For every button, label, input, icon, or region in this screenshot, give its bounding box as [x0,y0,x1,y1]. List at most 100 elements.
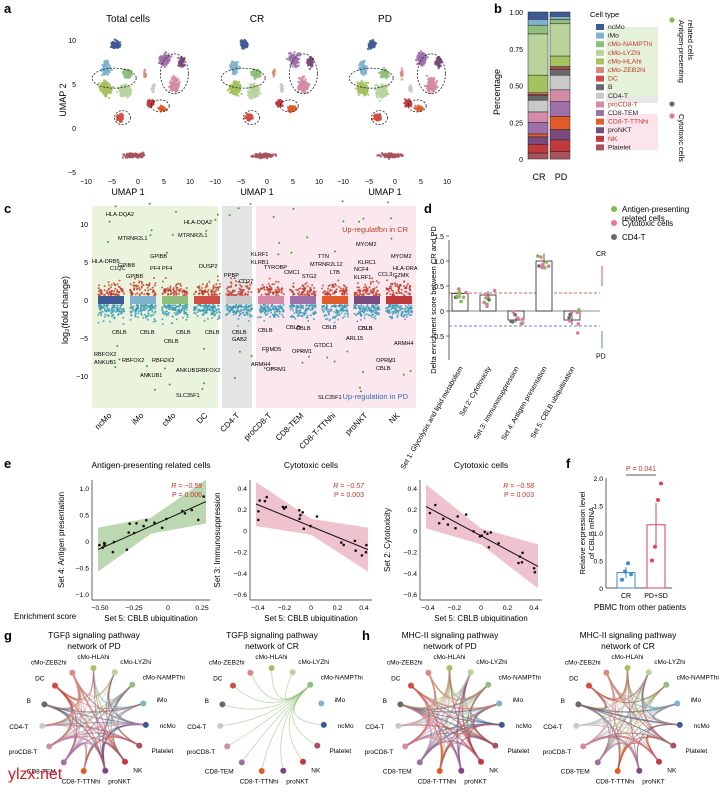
stack-ytick-label: 1.00 [509,10,523,17]
umap-cell-dot [250,115,254,119]
volcano-up-dot [280,291,283,294]
volcano-down-dot [239,305,242,308]
volcano-up-dot [207,293,210,295]
umap-cell-dot [309,57,312,61]
volcano-up-dot [114,283,117,286]
volcano-up-dot [233,289,236,292]
legend-label: Platelet [608,144,631,151]
volcano-down-dot [150,303,153,306]
legend-label: ncMo [608,24,625,31]
stack-segment [549,74,571,91]
umap-cell-dot [384,91,387,94]
stack-segment [527,99,549,113]
stack-segment [527,74,549,94]
umap-cell-dot [376,96,379,99]
umap-cell-dot [417,104,420,107]
volcano-up-dot [110,286,112,289]
volcano-down-dot [122,307,125,310]
umap-cell-dot [425,87,429,90]
volcano-down-dot [242,311,245,314]
stack-segment [549,139,571,152]
volcano-up-dot [175,293,178,296]
volcano-down-dot [132,305,135,308]
volcano-up-dot [163,291,166,294]
umap-cell-dot [134,154,137,158]
volcano-down-dot [225,314,228,317]
umap-cell-dot [102,63,105,66]
umap-ytick-label: 10 [68,38,76,45]
umap-cell-dot [369,45,373,48]
volcano-outlier-dot [237,207,240,210]
umap-cell-dot [400,67,404,70]
volcano-down-dot [145,316,148,319]
umap-cell-dot [130,74,133,77]
umap-cell-dot [360,70,363,74]
umap-cell-dot [426,56,429,59]
umap-cell-dot [434,83,437,87]
umap-cell-dot [153,83,156,86]
umap-cell-dot [105,73,109,76]
volcano-up-dot [174,284,177,287]
umap-cell-dot [172,75,176,78]
volcano-down-dot [144,309,146,312]
volcano-outlier-dot [228,214,231,217]
umap-cell-dot [254,155,257,158]
umap-cell-dot [240,42,244,45]
volcano-up-dot [230,291,233,294]
volcano-down-dot [129,310,132,313]
umap-plot [348,38,446,160]
volcano-ytick-label: 10 [80,222,88,229]
volcano-down-dot [184,305,187,308]
umap-cell-dot [376,84,380,87]
volcano-down-dot [146,305,149,308]
side-dot-pink [669,113,675,119]
umap-cell-dot [279,83,283,86]
umap-plot-area [80,30,198,176]
umap-cell-dot [400,78,403,81]
umap-cell-dot [160,55,163,58]
umap-cell-dot [288,58,291,61]
umap-cell-dot [308,83,311,86]
umap-cell-dot [425,74,429,78]
volcano-down-dot [186,316,189,319]
volcano-up-dot [274,290,277,293]
volcano-down-dot [203,312,206,315]
umap-cell-dot [303,86,306,89]
volcano-down-dot [152,305,155,308]
umap-cell-dot [408,87,412,91]
umap-cell-dot [434,87,437,90]
volcano-up-dot [183,292,186,295]
umap-cell-dot [400,70,404,73]
volcano-down-dot [162,310,165,313]
volcano-up-dot [146,286,149,289]
volcano-down-dot [249,305,252,307]
volcano-outlier-dot [233,376,236,379]
umap-cell-dot [107,96,111,100]
umap-cell-dot [163,65,167,69]
umap-cell-dot [396,153,399,156]
umap-cell-dot [148,100,151,104]
umap-cell-dot [291,53,294,56]
volcano-down-dot [141,304,144,307]
volcano-down-dot [167,304,170,307]
umap-x-ticks: −10 −5 0 5 10 −10 −5 0 5 10 −10 −5 0 5 10 [80,179,451,186]
umap-cell-dot [170,78,173,81]
volcano-up-dot [230,285,233,288]
umap-cell-dot [162,63,165,67]
umap-cell-dot [99,89,103,92]
umap-cell-dot [177,56,180,60]
volcano-up-dot [257,291,260,294]
umap-cell-dot [257,154,260,157]
umap-cell-dot [281,87,285,91]
stack-segment [549,55,571,67]
legend-swatch [596,24,604,30]
volcano-down-dot [246,306,249,309]
umap-cell-dot [124,83,127,87]
volcano-down-dot [249,313,252,316]
umap-cell-dot [417,51,421,55]
umap-cell-dot [165,59,169,63]
umap-xtick-label: 10 [186,179,194,186]
umap-cell-dot [106,82,109,86]
